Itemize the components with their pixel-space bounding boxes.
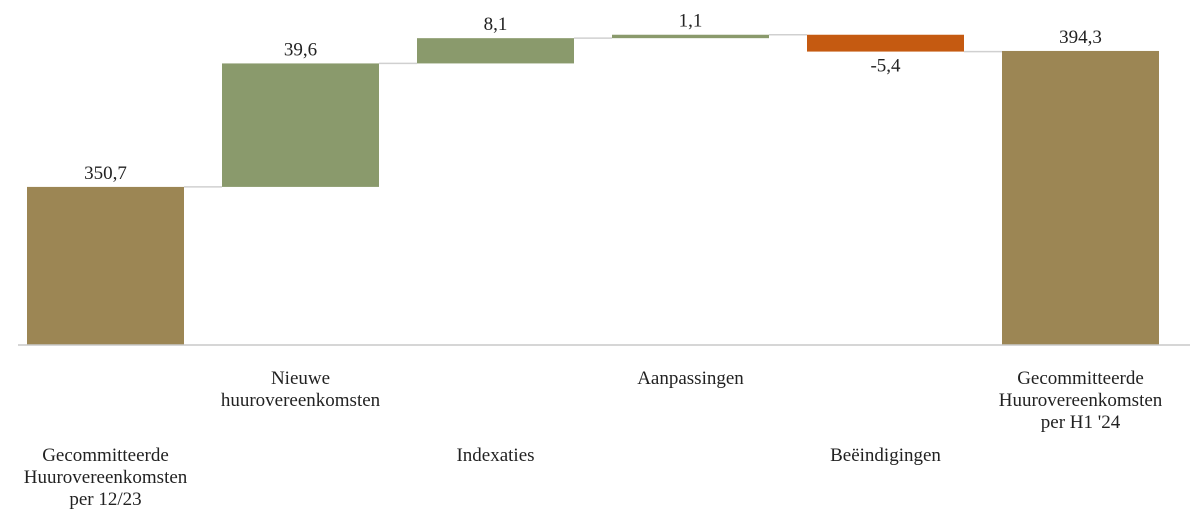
label-line: Aanpassingen xyxy=(637,368,744,389)
data-label: 1,1 xyxy=(679,11,703,32)
x-tick-label: Beëindigingen xyxy=(830,445,941,466)
x-tick-label: Nieuwe huurovereenkomsten xyxy=(221,368,381,411)
label-line: per 12/23 xyxy=(69,489,141,510)
x-tick-label: Gecommitteerde Huurovereenkomsten per H1 '… xyxy=(999,368,1163,433)
bar xyxy=(27,186,184,345)
bar xyxy=(222,63,379,187)
bar xyxy=(1002,50,1159,346)
x-tick-label: Indexaties xyxy=(456,445,534,466)
data-label: -5,4 xyxy=(870,56,901,77)
label-line: Huurovereenkomsten xyxy=(999,390,1163,411)
label-line: Gecommitteerde xyxy=(42,445,169,466)
x-tick-label: Aanpassingen xyxy=(637,368,744,389)
data-label: 350,7 xyxy=(84,163,127,184)
bar xyxy=(807,34,964,52)
bar xyxy=(612,34,769,39)
bar xyxy=(417,38,574,64)
data-label: 39,6 xyxy=(284,39,317,60)
label-line: Gecommitteerde xyxy=(1017,368,1144,389)
label-line: per H1 '24 xyxy=(1041,412,1121,433)
label-line: Beëindigingen xyxy=(830,445,941,466)
data-label: 394,3 xyxy=(1059,27,1102,48)
data-label: 8,1 xyxy=(484,14,508,35)
label-line: huurovereenkomsten xyxy=(221,390,381,411)
label-line: Huurovereenkomsten xyxy=(24,467,188,488)
x-tick-label: Gecommitteerde Huurovereenkomsten per 12/2… xyxy=(24,445,188,510)
label-line: Indexaties xyxy=(456,445,534,466)
label-line: Nieuwe xyxy=(271,368,330,389)
